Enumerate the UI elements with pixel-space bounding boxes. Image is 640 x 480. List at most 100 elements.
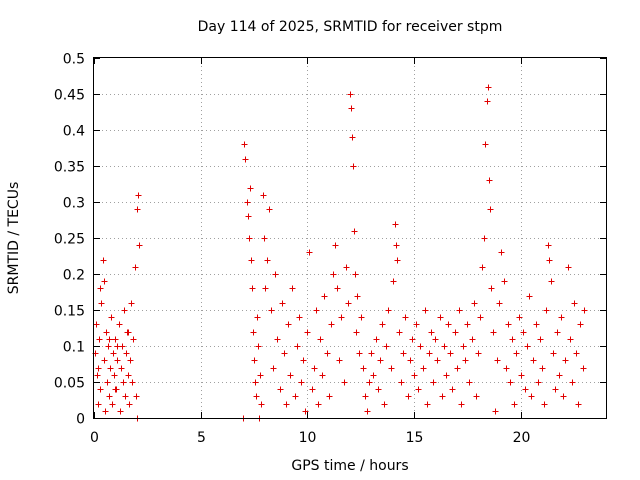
data-point (402, 314, 409, 321)
data-point (364, 408, 371, 415)
data-point (274, 336, 281, 343)
data-point (313, 307, 320, 314)
data-point (268, 307, 275, 314)
data-point (296, 314, 303, 321)
y-tick-label: 0.45 (54, 88, 85, 104)
data-point (452, 329, 459, 336)
data-point (545, 242, 552, 249)
data-point (539, 365, 546, 372)
data-point (522, 386, 529, 393)
data-point (437, 314, 444, 321)
y-axis-label: SRMTID / TECUs (6, 182, 22, 295)
data-point (352, 271, 359, 278)
data-point (381, 401, 388, 408)
data-point (475, 350, 482, 357)
data-point (482, 141, 489, 148)
data-point (552, 386, 559, 393)
data-point (469, 336, 476, 343)
data-point (326, 393, 333, 400)
data-point (249, 285, 256, 292)
data-point (321, 293, 328, 300)
y-tick-label: 0.5 (63, 52, 85, 68)
data-point (507, 379, 514, 386)
data-point (447, 350, 454, 357)
data-point (117, 408, 124, 415)
data-point (509, 336, 516, 343)
data-point (130, 336, 137, 343)
data-point (530, 357, 537, 364)
data-point (407, 357, 414, 364)
data-point (315, 401, 322, 408)
data-point (118, 365, 125, 372)
data-point (432, 336, 439, 343)
data-point (251, 357, 258, 364)
data-point (309, 386, 316, 393)
data-point (122, 393, 129, 400)
data-point (245, 213, 252, 220)
data-point (580, 365, 587, 372)
data-point (415, 386, 422, 393)
data-point (556, 372, 563, 379)
data-point (114, 357, 121, 364)
data-point (96, 336, 103, 343)
data-point (573, 350, 580, 357)
x-tick-label: 15 (406, 430, 424, 446)
data-point (356, 350, 363, 357)
data-point (439, 393, 446, 400)
chart-title: Day 114 of 2025, SRMTID for receiver stp… (198, 19, 503, 35)
y-tick-label: 0.25 (54, 232, 85, 248)
data-point (562, 357, 569, 364)
data-point (336, 357, 343, 364)
data-point (109, 401, 116, 408)
data-point (244, 199, 251, 206)
data-point (100, 257, 107, 264)
data-point (258, 401, 265, 408)
data-point (255, 343, 262, 350)
data-point (392, 221, 399, 228)
data-point (481, 235, 488, 242)
data-point (241, 141, 248, 148)
data-point (393, 242, 400, 249)
data-point (134, 206, 141, 213)
data-point (125, 372, 132, 379)
data-point (492, 408, 499, 415)
data-point (428, 329, 435, 336)
data-point (454, 365, 461, 372)
data-point (283, 401, 290, 408)
y-tick-label: 0 (76, 412, 85, 428)
data-point (112, 386, 119, 393)
data-point (289, 285, 296, 292)
data-point (464, 321, 471, 328)
data-point (466, 379, 473, 386)
data-point (95, 401, 102, 408)
data-point (116, 321, 123, 328)
data-point (98, 300, 105, 307)
data-point (354, 293, 361, 300)
data-point (426, 350, 433, 357)
data-point (383, 343, 390, 350)
data-point (484, 98, 491, 105)
data-point (488, 285, 495, 292)
data-point (479, 264, 486, 271)
data-point (420, 365, 427, 372)
y-tick-label: 0.15 (54, 304, 85, 320)
data-point (449, 386, 456, 393)
data-point (126, 401, 133, 408)
x-tick-label: 10 (299, 430, 317, 446)
data-point (272, 271, 279, 278)
data-point (471, 300, 478, 307)
data-point (349, 134, 356, 141)
data-point (516, 314, 523, 321)
data-point (112, 336, 119, 343)
data-point (324, 350, 331, 357)
data-point (571, 300, 578, 307)
data-point (110, 350, 117, 357)
data-point (287, 372, 294, 379)
data-point (298, 379, 305, 386)
data-point (105, 343, 112, 350)
data-point (319, 372, 326, 379)
data-point (120, 379, 127, 386)
data-point (125, 329, 132, 336)
data-point (351, 228, 358, 235)
data-point (422, 307, 429, 314)
